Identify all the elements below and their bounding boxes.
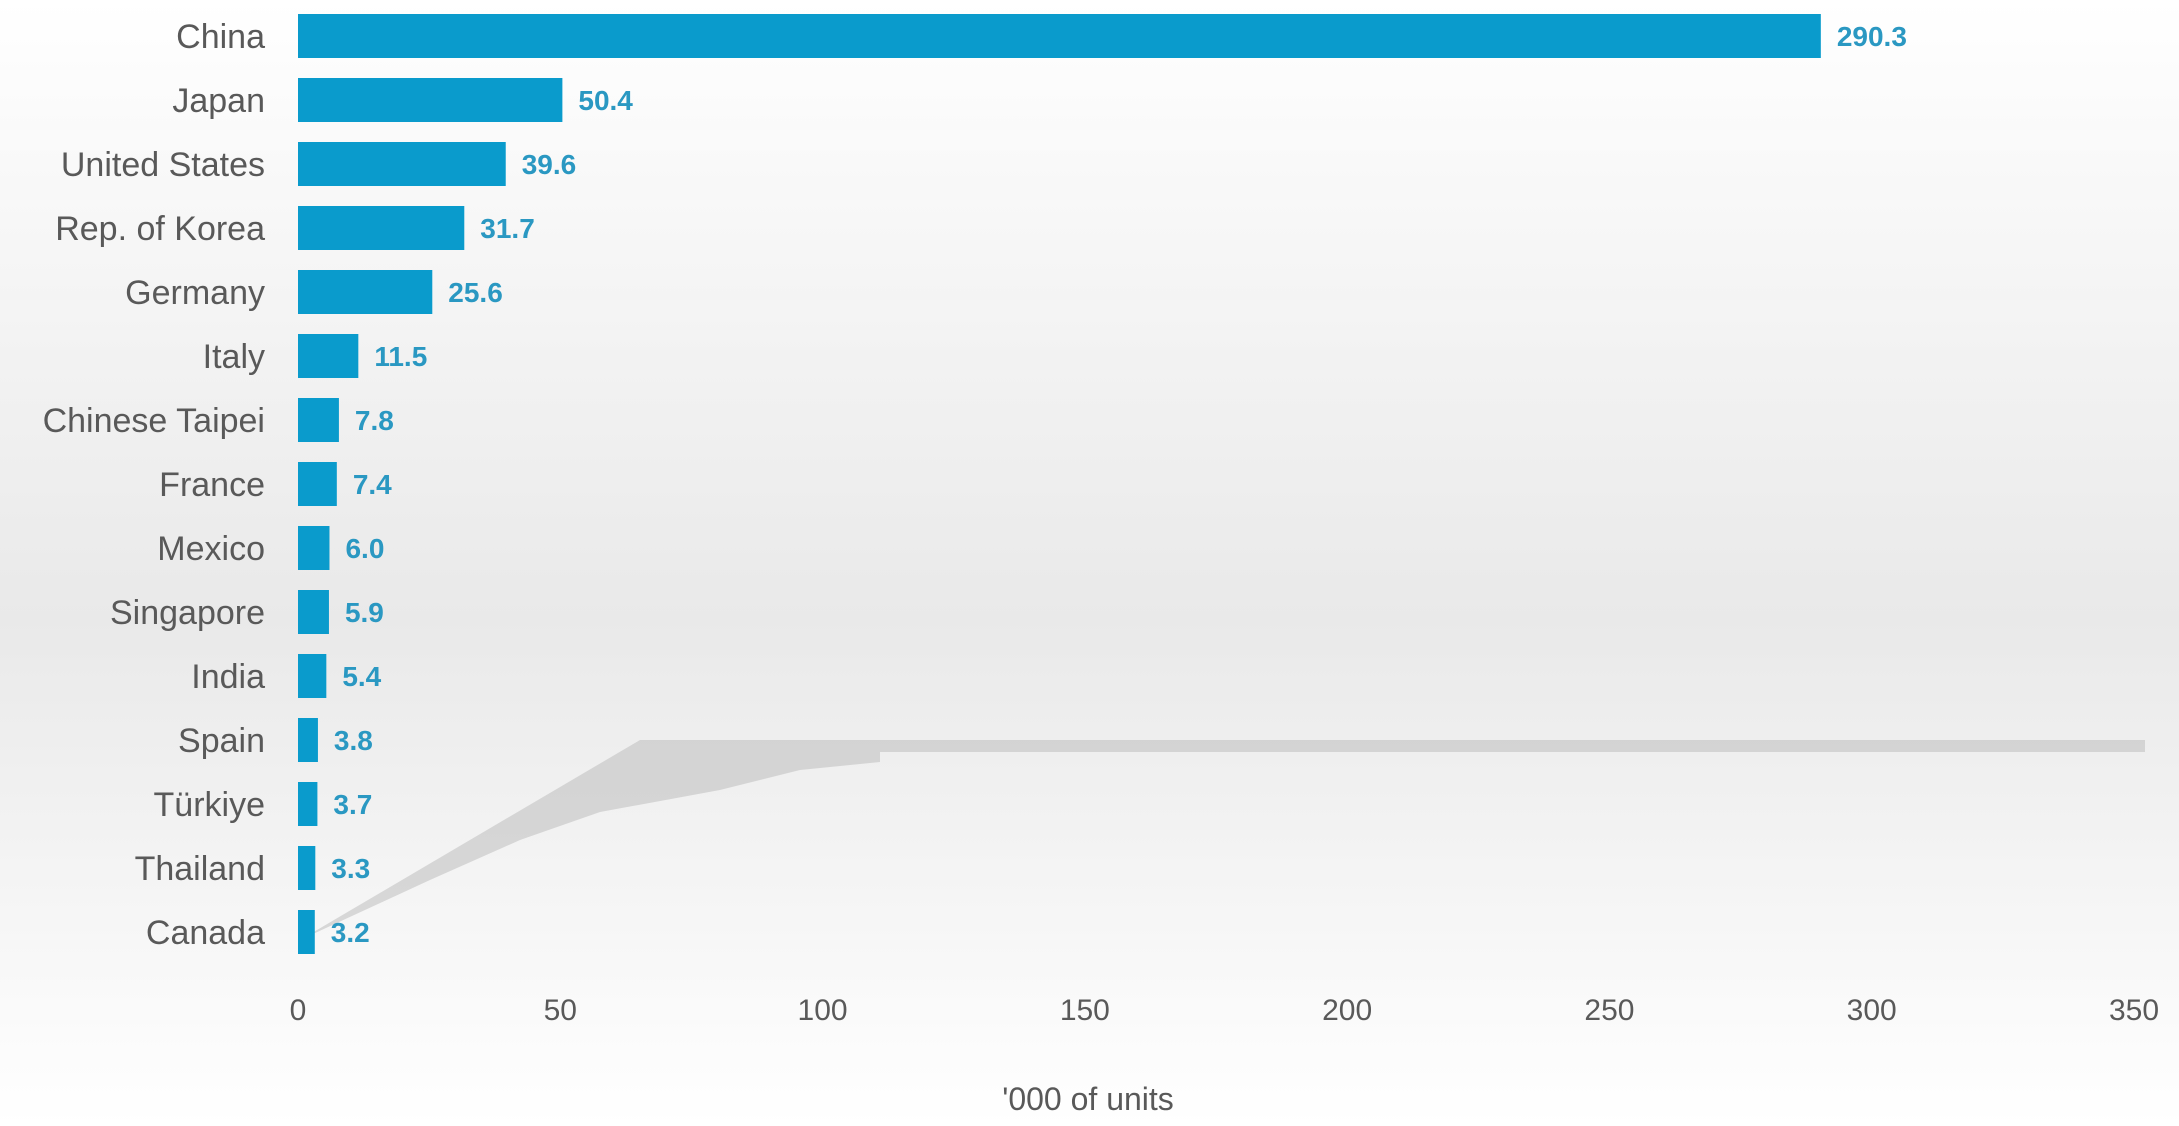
value-label: 31.7 — [480, 213, 535, 244]
bar — [298, 334, 359, 378]
bar — [298, 654, 327, 698]
background-shadow-shape — [300, 740, 2145, 940]
bar — [298, 142, 506, 186]
category-label: United States — [61, 146, 265, 184]
category-label: Chinese Taipei — [43, 402, 265, 440]
value-label: 39.6 — [522, 149, 577, 180]
value-label: 6.0 — [345, 533, 384, 564]
bar — [298, 14, 1821, 58]
bar — [298, 718, 318, 762]
x-tick-label: 50 — [544, 994, 577, 1027]
x-axis-title: '000 of units — [1002, 1081, 1174, 1117]
value-label: 5.9 — [345, 597, 384, 628]
category-label: Thailand — [135, 850, 265, 888]
category-label: Türkiye — [154, 786, 265, 824]
category-label: Canada — [146, 914, 265, 952]
x-tick-label: 250 — [1584, 994, 1634, 1027]
value-label: 3.2 — [331, 917, 370, 948]
category-label: Germany — [125, 274, 265, 312]
value-label: 3.7 — [333, 789, 372, 820]
bar — [298, 526, 330, 570]
x-axis-ticks: 0 50 100 150 200 250 300 350 — [290, 994, 2159, 1027]
value-labels: 290.3 50.4 39.6 31.7 25.6 11.5 7.8 7.4 6.0 5.9 5.4… — [331, 21, 1907, 948]
value-label: 5.4 — [342, 661, 381, 692]
x-tick-label: 100 — [798, 994, 848, 1027]
x-tick-label: 200 — [1322, 994, 1372, 1027]
bar — [298, 782, 318, 826]
bar — [298, 910, 315, 954]
value-label: 25.6 — [448, 277, 503, 308]
bar — [298, 78, 563, 122]
category-label: India — [191, 658, 265, 696]
value-label: 7.8 — [355, 405, 394, 436]
x-tick-label: 300 — [1847, 994, 1897, 1027]
value-label: 50.4 — [578, 85, 633, 116]
category-label: Spain — [178, 722, 265, 760]
x-tick-label: 0 — [290, 994, 307, 1027]
bar — [298, 398, 339, 442]
value-label: 7.4 — [353, 469, 392, 500]
x-tick-label: 350 — [2109, 994, 2159, 1027]
category-label: Italy — [203, 338, 265, 376]
category-label: Mexico — [157, 530, 265, 568]
category-label: Singapore — [110, 594, 265, 632]
category-label: France — [159, 466, 265, 504]
bar — [298, 846, 316, 890]
bar — [298, 462, 337, 506]
category-label: Rep. of Korea — [55, 210, 265, 248]
bar — [298, 270, 433, 314]
value-label: 11.5 — [374, 341, 427, 372]
bar — [298, 206, 465, 250]
value-label: 3.8 — [334, 725, 373, 756]
x-tick-label: 150 — [1060, 994, 1110, 1027]
bar — [298, 590, 329, 634]
category-label: China — [176, 18, 265, 56]
category-labels: China Japan United States Rep. of Korea Germ… — [43, 18, 266, 952]
category-label: Japan — [172, 82, 265, 120]
bars-layer — [298, 14, 1821, 954]
value-label: 290.3 — [1837, 21, 1907, 52]
value-label: 3.3 — [331, 853, 370, 884]
